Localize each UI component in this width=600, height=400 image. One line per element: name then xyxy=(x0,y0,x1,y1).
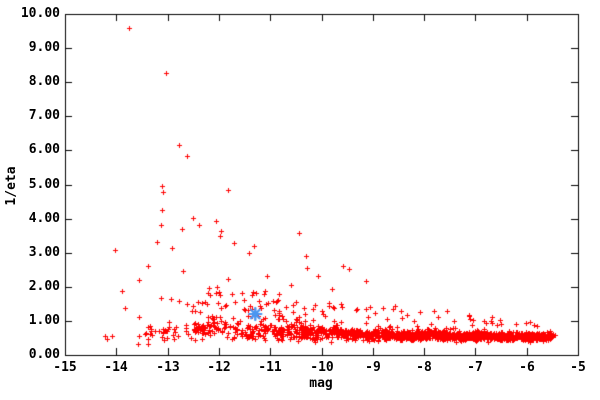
y-tick-label: 8.00 xyxy=(28,74,60,89)
x-tick-label: -9 xyxy=(365,360,381,375)
y-tick-label: 9.00 xyxy=(28,40,60,55)
y-tick-label: 5.00 xyxy=(28,177,60,192)
x-tick-label: -12 xyxy=(207,360,231,375)
x-tick-label: -8 xyxy=(416,360,432,375)
y-tick-label: 6.00 xyxy=(28,142,60,157)
y-tick-label: 0.00 xyxy=(28,347,60,362)
x-tick-label: -10 xyxy=(310,360,334,375)
x-tick-label: -13 xyxy=(156,360,180,375)
y-tick-label: 1.00 xyxy=(28,313,60,328)
x-tick-label: -5 xyxy=(570,360,586,375)
y-tick-label: 7.00 xyxy=(28,108,60,123)
y-tick-label: 2.00 xyxy=(28,279,60,294)
x-tick-label: -7 xyxy=(467,360,483,375)
y-tick-label: 4.00 xyxy=(28,211,60,226)
x-tick-label: -14 xyxy=(104,360,128,375)
y-tick-label: 10.00 xyxy=(20,6,60,21)
x-tick-label: -15 xyxy=(53,360,77,375)
y-tick-label: 3.00 xyxy=(28,245,60,260)
x-tick-label: -6 xyxy=(519,360,535,375)
x-tick-label: -11 xyxy=(258,360,282,375)
x-axis-title: mag xyxy=(309,376,333,391)
